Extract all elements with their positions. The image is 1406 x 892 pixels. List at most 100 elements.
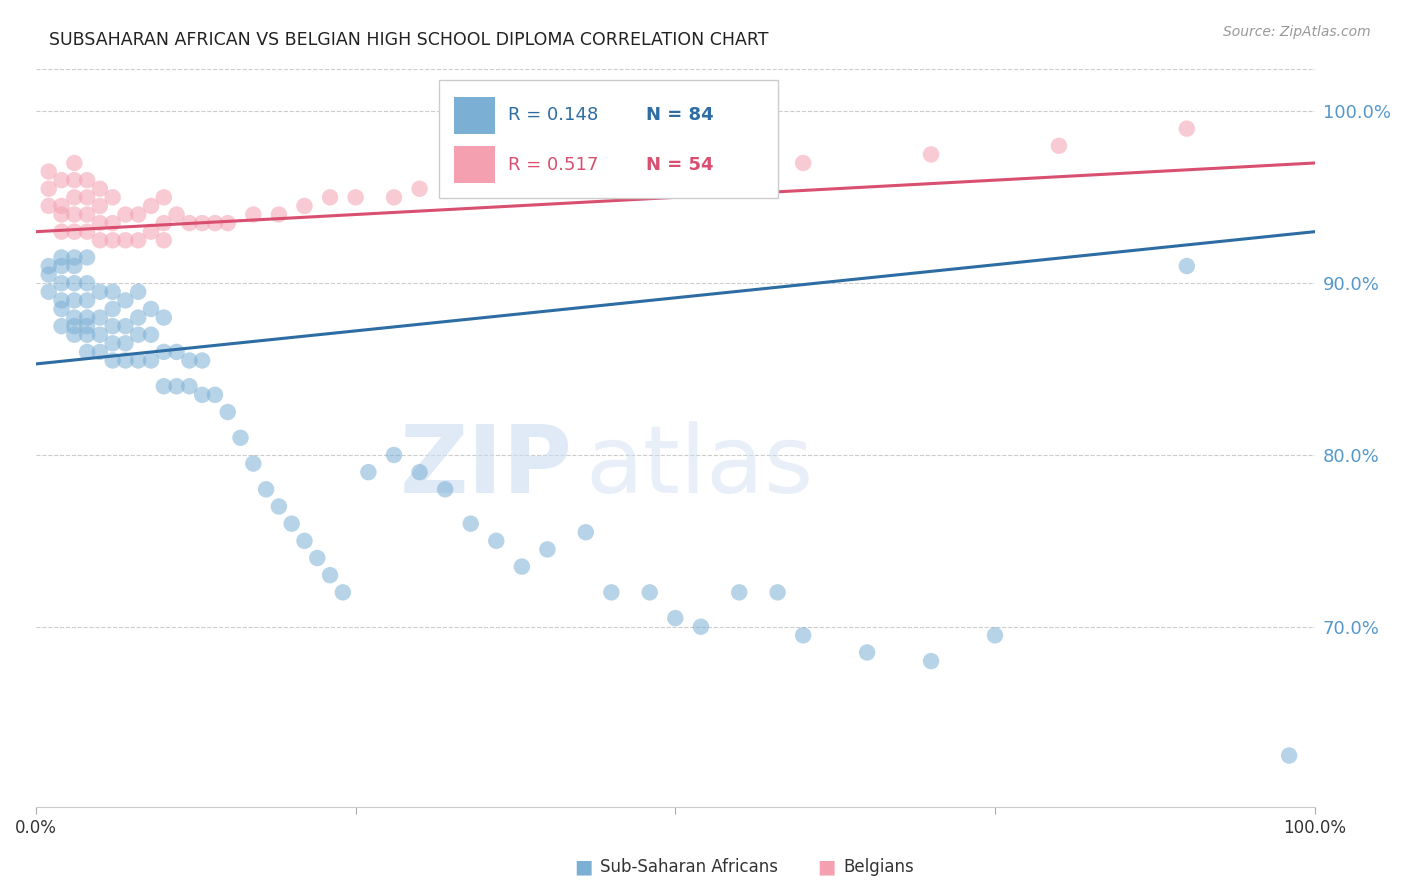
Point <box>588 169 610 184</box>
Point <box>217 405 239 419</box>
Point <box>139 301 162 316</box>
Point <box>792 156 814 170</box>
Point <box>332 585 354 599</box>
Point <box>638 585 661 599</box>
Point <box>766 585 789 599</box>
Text: SUBSAHARAN AFRICAN VS BELGIAN HIGH SCHOOL DIPLOMA CORRELATION CHART: SUBSAHARAN AFRICAN VS BELGIAN HIGH SCHOO… <box>49 31 769 49</box>
Point <box>408 182 430 196</box>
Point <box>38 182 60 196</box>
Point <box>63 277 86 291</box>
Point <box>89 327 111 342</box>
Point <box>344 190 367 204</box>
Point <box>254 483 277 497</box>
Point <box>166 207 188 221</box>
Point <box>76 277 98 291</box>
Point <box>101 301 124 316</box>
Point <box>76 345 98 359</box>
Point <box>1175 121 1198 136</box>
Point <box>127 285 149 299</box>
Point <box>63 310 86 325</box>
Text: N = 84: N = 84 <box>645 106 713 124</box>
Point <box>51 173 73 187</box>
Point <box>179 379 201 393</box>
Point <box>575 525 598 540</box>
Point <box>153 310 176 325</box>
Point <box>280 516 302 531</box>
Point <box>689 620 711 634</box>
Point <box>63 190 86 204</box>
Point <box>127 353 149 368</box>
Point <box>114 353 136 368</box>
Point <box>460 516 482 531</box>
Text: ■: ■ <box>817 857 837 877</box>
Bar <box>454 96 495 134</box>
Point <box>63 251 86 265</box>
Point <box>101 319 124 334</box>
Point <box>242 207 264 221</box>
Point <box>447 182 470 196</box>
Point <box>76 293 98 308</box>
Point <box>63 156 86 170</box>
Text: Sub-Saharan Africans: Sub-Saharan Africans <box>600 858 779 876</box>
Point <box>294 199 316 213</box>
Text: Belgians: Belgians <box>844 858 914 876</box>
Point <box>76 173 98 187</box>
Point <box>294 533 316 548</box>
Point <box>1175 259 1198 273</box>
Point <box>920 654 942 668</box>
Point <box>63 173 86 187</box>
Point <box>191 353 214 368</box>
Point <box>76 310 98 325</box>
Point <box>38 285 60 299</box>
Point <box>139 327 162 342</box>
Point <box>89 233 111 247</box>
Point <box>101 285 124 299</box>
Point <box>153 216 176 230</box>
Point <box>89 345 111 359</box>
Point <box>63 207 86 221</box>
Text: atlas: atlas <box>586 421 814 513</box>
Bar <box>454 146 495 183</box>
Point <box>728 156 751 170</box>
Point <box>51 301 73 316</box>
Point <box>63 225 86 239</box>
Point <box>1278 748 1301 763</box>
Point <box>101 216 124 230</box>
Point <box>51 225 73 239</box>
Point <box>319 568 342 582</box>
Point <box>51 207 73 221</box>
Point <box>76 327 98 342</box>
Point <box>127 327 149 342</box>
Point <box>114 233 136 247</box>
FancyBboxPatch shape <box>439 79 778 198</box>
Point <box>114 207 136 221</box>
Point <box>600 585 623 599</box>
Point <box>217 216 239 230</box>
Point <box>153 345 176 359</box>
Point <box>114 293 136 308</box>
Text: Source: ZipAtlas.com: Source: ZipAtlas.com <box>1223 25 1371 39</box>
Point <box>485 173 508 187</box>
Point <box>76 207 98 221</box>
Point <box>89 199 111 213</box>
Point <box>191 216 214 230</box>
Point <box>89 182 111 196</box>
Point <box>127 310 149 325</box>
Point <box>76 225 98 239</box>
Text: ZIP: ZIP <box>401 421 574 513</box>
Point <box>76 251 98 265</box>
Point <box>63 259 86 273</box>
Point <box>114 319 136 334</box>
Text: ■: ■ <box>574 857 593 877</box>
Point <box>1047 138 1070 153</box>
Point <box>434 483 457 497</box>
Point <box>139 353 162 368</box>
Point <box>38 268 60 282</box>
Point <box>89 285 111 299</box>
Point <box>51 277 73 291</box>
Point <box>382 190 405 204</box>
Point <box>89 310 111 325</box>
Point <box>127 207 149 221</box>
Point <box>664 611 686 625</box>
Point <box>536 542 558 557</box>
